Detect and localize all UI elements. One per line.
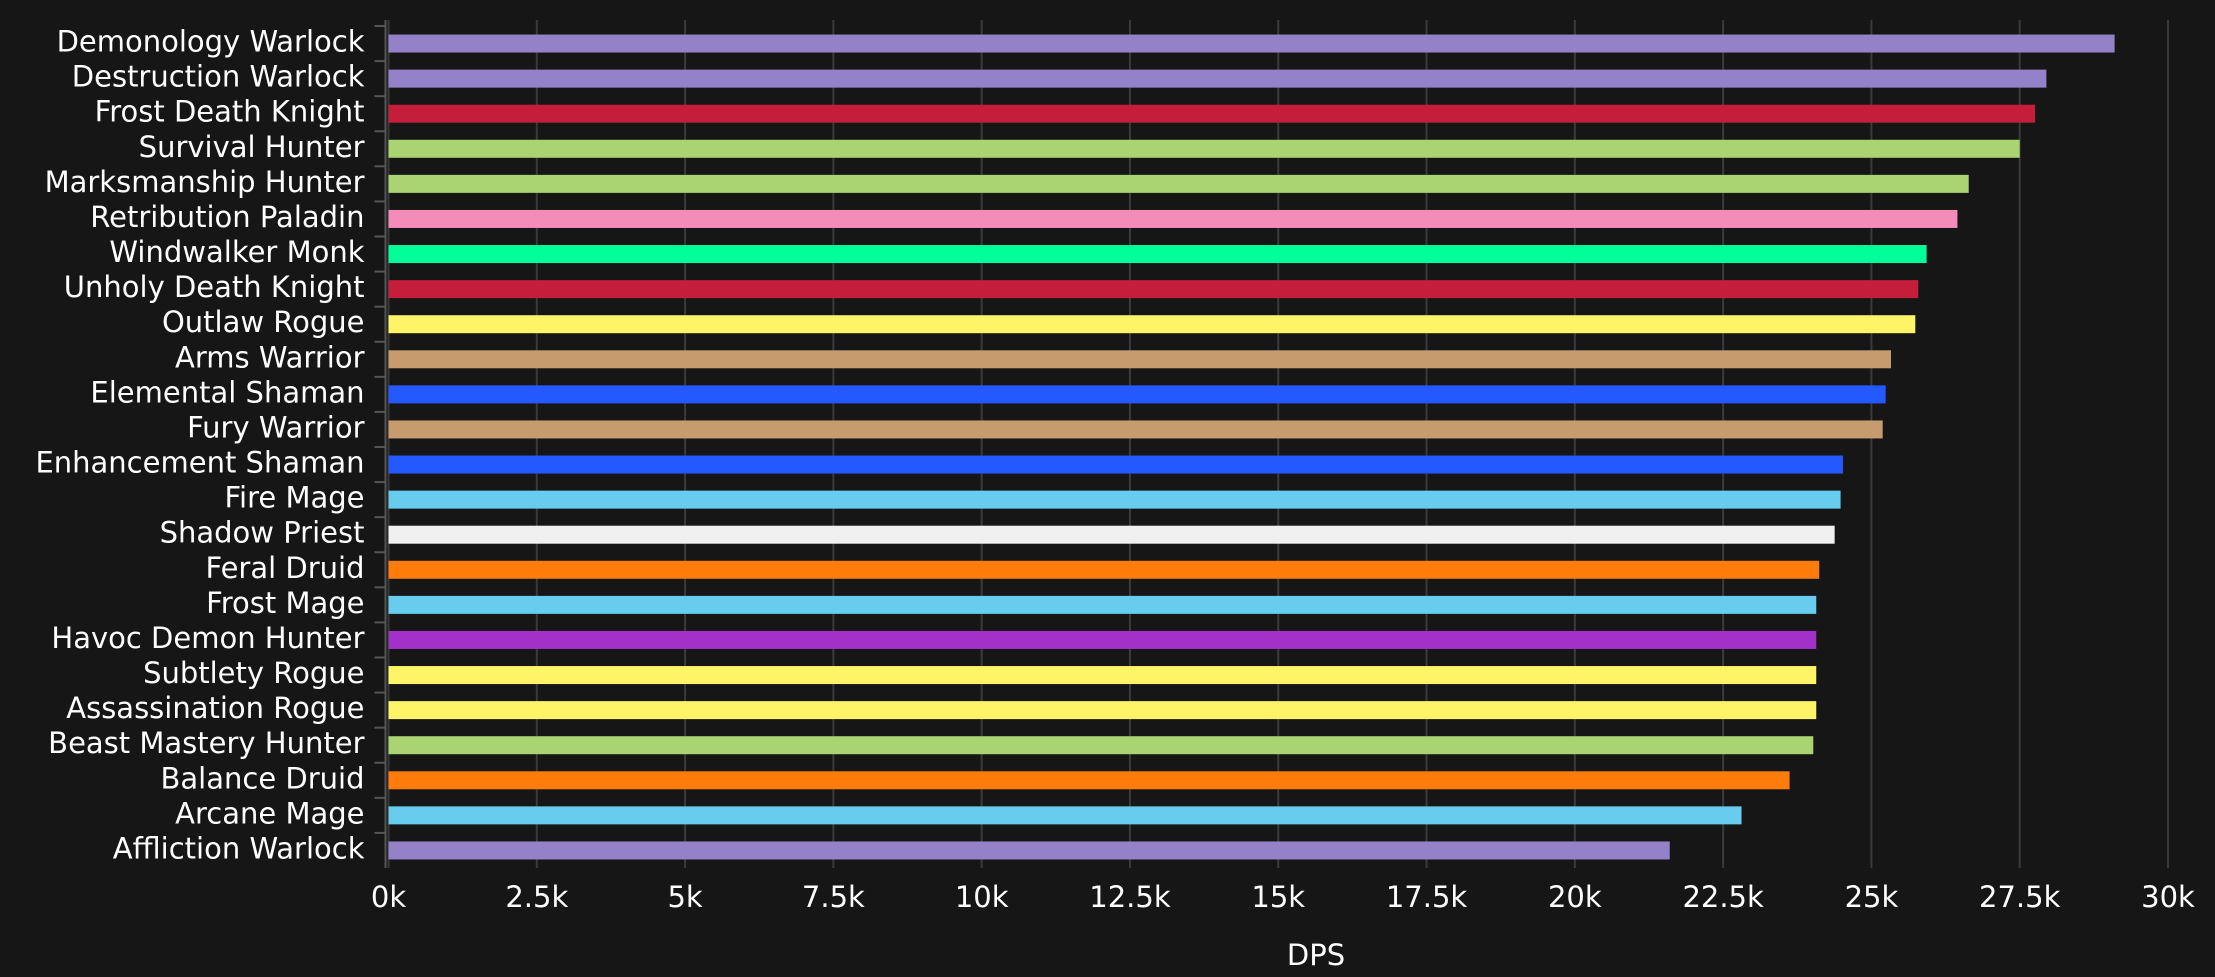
y-tick-label: Elemental Shaman	[90, 375, 364, 409]
y-tick-label: Feral Druid	[205, 551, 364, 585]
y-tick-label: Outlaw Rogue	[162, 305, 365, 339]
bar	[388, 315, 1916, 334]
bar	[388, 560, 1820, 579]
y-tick-label: Frost Death Knight	[95, 95, 365, 129]
y-tick-label: Affliction Warlock	[113, 831, 365, 865]
y-tick-label: Unholy Death Knight	[64, 270, 365, 304]
x-tick-label: 27.5k	[1979, 880, 2061, 914]
y-tick-label: Survival Hunter	[139, 130, 365, 164]
x-tick-label: 12.5k	[1089, 880, 1171, 914]
bar	[388, 806, 1742, 825]
x-tick-label: 22.5k	[1682, 880, 1764, 914]
bar	[388, 736, 1814, 755]
y-tick-label: Fire Mage	[224, 481, 364, 515]
bar	[388, 455, 1843, 474]
bar	[388, 630, 1817, 649]
bar	[388, 490, 1841, 509]
y-tick-label: Assassination Rogue	[66, 691, 364, 725]
bar	[388, 701, 1817, 720]
x-tick-label: 17.5k	[1386, 880, 1468, 914]
bar	[388, 104, 2036, 123]
y-tick-label: Arms Warrior	[175, 340, 365, 374]
bar	[388, 209, 1958, 228]
bar	[388, 525, 1835, 544]
y-tick-label: Subtlety Rogue	[143, 656, 364, 690]
x-tick-label: 20k	[1548, 880, 1602, 914]
x-tick-label: 25k	[1845, 880, 1899, 914]
bar	[388, 595, 1817, 614]
bar	[388, 666, 1817, 685]
y-tick-label: Frost Mage	[206, 586, 364, 620]
bar	[388, 245, 1927, 264]
x-tick-label: 15k	[1251, 880, 1305, 914]
y-tick-label: Balance Druid	[161, 761, 365, 795]
x-axis-label: DPS	[1287, 938, 1345, 972]
y-tick-label: Retribution Paladin	[90, 200, 364, 234]
y-tick-label: Demonology Warlock	[57, 25, 365, 59]
x-tick-label: 5k	[667, 880, 702, 914]
y-tick-label: Fury Warrior	[187, 410, 365, 444]
y-tick-label: Enhancement Shaman	[35, 446, 364, 480]
bar	[388, 139, 2020, 158]
bar	[388, 771, 1790, 790]
bar	[388, 385, 1886, 404]
y-tick-label: Destruction Warlock	[72, 60, 365, 94]
y-tick-label: Shadow Priest	[160, 516, 365, 550]
bar	[388, 174, 1969, 193]
x-tick-label: 30k	[2141, 880, 2195, 914]
x-tick-label: 7.5k	[802, 880, 865, 914]
y-tick-label: Windwalker Monk	[109, 235, 364, 269]
bar	[388, 420, 1883, 439]
x-tick-label: 10k	[955, 880, 1009, 914]
y-tick-label: Marksmanship Hunter	[45, 165, 365, 199]
bar	[388, 841, 1670, 860]
bar	[388, 280, 1919, 299]
bar	[388, 69, 2047, 88]
y-tick-label: Beast Mastery Hunter	[48, 726, 364, 760]
bar	[388, 350, 1891, 369]
y-tick-label: Arcane Mage	[175, 796, 364, 830]
bar	[388, 34, 2115, 53]
y-tick-label: Havoc Demon Hunter	[51, 621, 364, 655]
x-tick-label: 2.5k	[505, 880, 568, 914]
x-tick-label: 0k	[371, 880, 406, 914]
